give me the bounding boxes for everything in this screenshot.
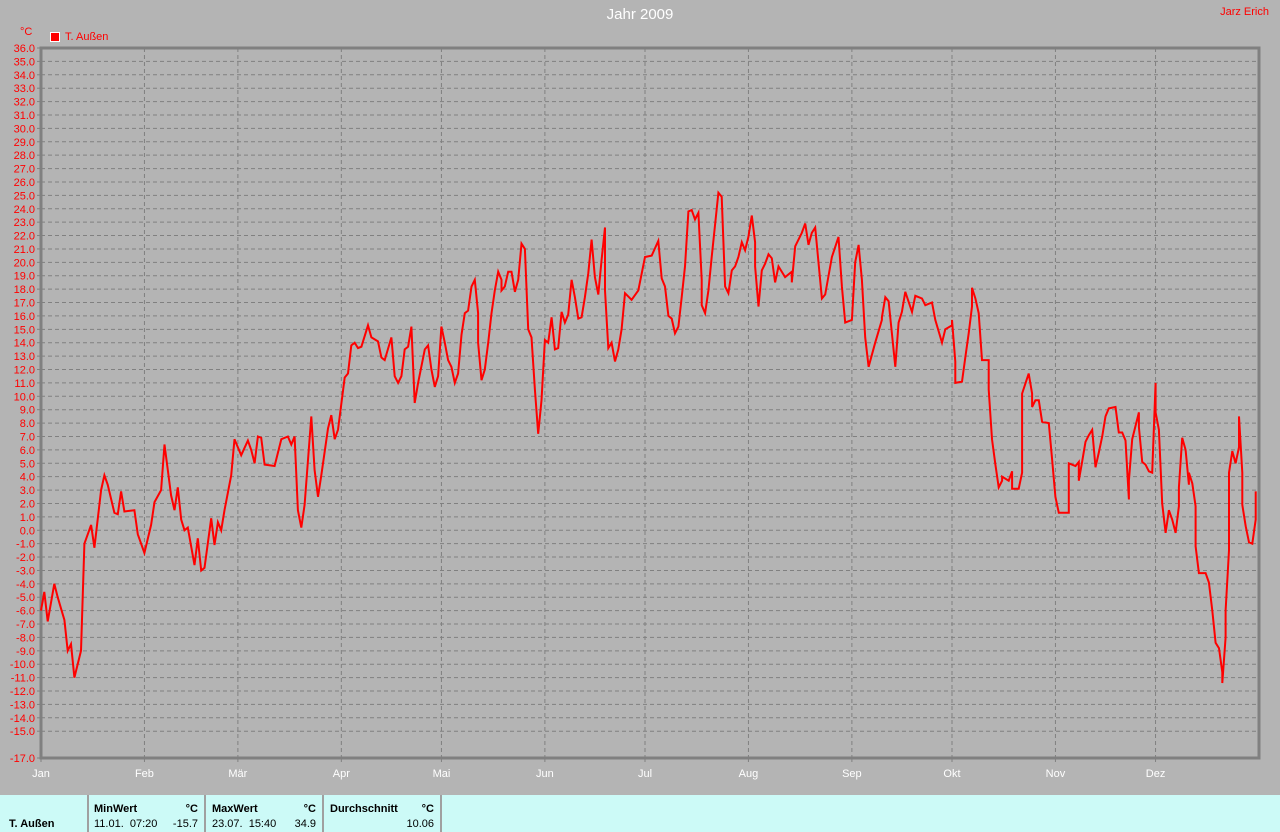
legend-label: T. Außen <box>65 31 109 43</box>
y-tick-label: 13.0 <box>14 351 35 363</box>
y-tick-label: -8.0 <box>16 632 35 644</box>
y-tick-label: 5.0 <box>20 458 35 470</box>
y-tick-label: 2.0 <box>20 498 35 510</box>
stats-avg-col: Durchschnitt °C 10.06 <box>324 795 442 832</box>
y-tick-label: 22.0 <box>14 231 35 243</box>
y-tick-label: 33.0 <box>14 83 35 95</box>
min-value: -15.7 <box>172 818 198 830</box>
y-tick-label: 28.0 <box>14 150 35 162</box>
y-tick-label: 21.0 <box>14 244 35 256</box>
y-tick-label: -7.0 <box>16 619 35 631</box>
statistics-panel: T. Außen MinWert °C 11.01. 07:20 -15.7 M… <box>0 795 1280 832</box>
y-tick-label: -15.0 <box>10 726 35 738</box>
y-tick-label: 10.0 <box>14 391 35 403</box>
y-tick-label: 30.0 <box>14 123 35 135</box>
legend: T. Außen <box>50 31 108 43</box>
stats-min-col: MinWert °C 11.01. 07:20 -15.7 <box>89 795 206 832</box>
y-tick-label: 32.0 <box>14 97 35 109</box>
min-datetime: 11.01. 07:20 <box>94 818 158 830</box>
x-tick-label-mai: Mai <box>433 768 451 780</box>
max-unit: °C <box>303 803 316 815</box>
y-tick-label: 0.0 <box>20 525 35 537</box>
y-tick-label: -12.0 <box>10 686 35 698</box>
y-tick-label: -2.0 <box>16 552 35 564</box>
y-tick-label: 17.0 <box>14 298 35 310</box>
plot-frame <box>39 46 1261 760</box>
x-tick-label-okt: Okt <box>943 768 960 780</box>
y-tick-label: -10.0 <box>10 659 35 671</box>
y-tick-label: 3.0 <box>20 485 35 497</box>
x-tick-label-jun: Jun <box>536 768 554 780</box>
x-tick-label-sep: Sep <box>842 768 862 780</box>
y-tick-label: 1.0 <box>20 512 35 524</box>
y-tick-label: 18.0 <box>14 284 35 296</box>
avg-header: Durchschnitt <box>330 803 398 815</box>
y-tick-label: -5.0 <box>16 592 35 604</box>
y-tick-label: 19.0 <box>14 271 35 283</box>
y-tick-label: 9.0 <box>20 405 35 417</box>
y-tick-label: 6.0 <box>20 445 35 457</box>
x-tick-label-feb: Feb <box>135 768 154 780</box>
max-header: MaxWert <box>212 803 258 815</box>
y-tick-label: 8.0 <box>20 418 35 430</box>
x-tick-label-aug: Aug <box>739 768 759 780</box>
y-tick-label: 35.0 <box>14 56 35 68</box>
y-tick-label: -17.0 <box>10 753 35 765</box>
y-tick-label: 14.0 <box>14 338 35 350</box>
y-tick-label: -13.0 <box>10 699 35 711</box>
avg-value: 10.06 <box>406 818 434 830</box>
max-datetime: 23.07. 15:40 <box>212 818 277 830</box>
stats-series-col: T. Außen <box>0 795 89 832</box>
stats-max-col: MaxWert °C 23.07. 15:40 34.9 <box>206 795 324 832</box>
max-value: 34.9 <box>294 818 316 830</box>
legend-swatch <box>50 32 60 42</box>
y-tick-label: -9.0 <box>16 646 35 658</box>
y-tick-label: 24.0 <box>14 204 35 216</box>
y-tick-label: 11.0 <box>14 378 35 390</box>
x-axis-labels: Jan Feb Mär Apr Mai Jun Jul Aug Sep Okt Nov Dez <box>32 768 1165 780</box>
y-tick-label: -14.0 <box>10 713 35 725</box>
avg-unit: °C <box>421 803 434 815</box>
y-tick-label: 4.0 <box>20 472 35 484</box>
y-tick-label: 23.0 <box>14 217 35 229</box>
series-line-t-aussen <box>40 190 1257 684</box>
x-tick-label-jan: Jan <box>32 768 50 780</box>
y-tick-label: -4.0 <box>16 579 35 591</box>
y-tick-label: 20.0 <box>14 257 35 269</box>
y-tick-label: 31.0 <box>14 110 35 122</box>
y-tick-label: -6.0 <box>16 606 35 618</box>
y-tick-label: 36.0 <box>14 43 35 55</box>
y-tick-label: 26.0 <box>14 177 35 189</box>
y-tick-label: 12.0 <box>14 365 35 377</box>
y-tick-label: 7.0 <box>20 431 35 443</box>
y-tick-label: -11.0 <box>11 673 35 685</box>
y-tick-label: -3.0 <box>16 565 35 577</box>
y-tick-label: 29.0 <box>14 137 35 149</box>
y-axis-unit: °C <box>20 26 33 38</box>
stats-series-name: T. Außen <box>9 818 55 830</box>
x-tick-label-dez: Dez <box>1146 768 1166 780</box>
chart-title: Jahr 2009 <box>606 6 674 23</box>
temperature-chart: 36.035.0 34.033.0 32.031.030.0 29.028.0 27.0… <box>10 43 1261 780</box>
grid <box>37 47 1259 762</box>
y-tick-label: 16.0 <box>14 311 35 323</box>
y-tick-label: 34.0 <box>14 70 35 82</box>
x-tick-label-apr: Apr <box>333 768 350 780</box>
x-tick-label-jul: Jul <box>638 768 652 780</box>
x-tick-label-mär: Mär <box>228 768 247 780</box>
min-header: MinWert <box>94 803 138 815</box>
y-tick-label: 25.0 <box>14 190 35 202</box>
y-tick-label: 27.0 <box>14 164 35 176</box>
y-tick-label: 15.0 <box>14 324 35 336</box>
y-tick-label: -1.0 <box>16 539 35 551</box>
x-tick-label-nov: Nov <box>1046 768 1066 780</box>
y-axis-labels: 36.035.0 34.033.0 32.031.030.0 29.028.0 27.0… <box>10 43 35 765</box>
min-unit: °C <box>185 803 198 815</box>
author-label: Jarz Erich <box>1220 6 1269 18</box>
